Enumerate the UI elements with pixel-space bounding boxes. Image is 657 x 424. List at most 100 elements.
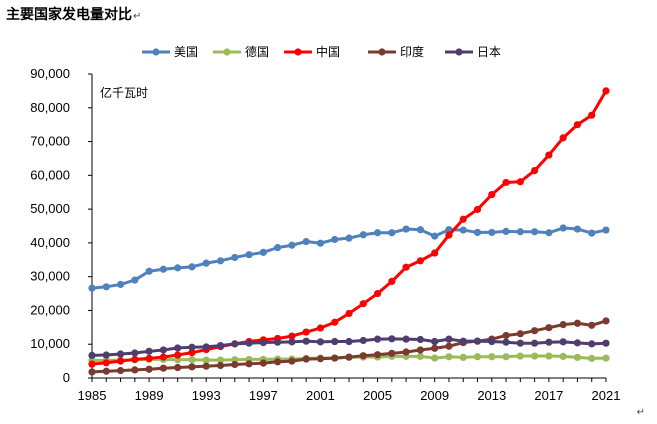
data-point: [373, 335, 382, 343]
data-point: [116, 366, 125, 375]
data-point: [602, 226, 610, 234]
legend-item: 日本: [445, 45, 501, 59]
data-point: [373, 229, 382, 237]
y-tick-label: 60,000: [30, 167, 70, 182]
data-point: [331, 337, 339, 346]
data-point: [288, 357, 296, 365]
x-tick-label: 1989: [135, 388, 164, 403]
end-paragraph-mark: ↵: [636, 407, 645, 418]
data-point: [131, 276, 139, 284]
data-point: [502, 338, 510, 346]
data-point: [416, 346, 424, 354]
series-line: [91, 319, 607, 374]
legend-swatch-marker: [223, 48, 231, 56]
data-point: [416, 226, 424, 234]
data-point: [402, 225, 410, 233]
data-point: [545, 338, 553, 346]
data-point: [288, 241, 296, 249]
data-point: [531, 327, 539, 335]
data-point: [102, 283, 110, 291]
data-point: [545, 151, 553, 159]
data-point: [202, 259, 210, 267]
data-point: [274, 358, 282, 366]
data-point: [531, 352, 539, 360]
x-tick-label: 2021: [592, 388, 621, 403]
data-point: [545, 352, 553, 360]
data-point: [202, 356, 210, 364]
data-point: [231, 340, 239, 348]
y-unit-label: 亿千瓦时: [100, 85, 148, 100]
data-point: [488, 190, 496, 199]
data-point: [488, 228, 496, 237]
data-point: [459, 215, 467, 223]
x-tick-label: 1985: [78, 388, 107, 403]
paragraph-mark: ↵: [133, 11, 142, 22]
legend-label: 印度: [400, 44, 424, 59]
data-point: [302, 337, 310, 345]
data-point: [459, 353, 467, 361]
data-point: [216, 257, 225, 265]
data-point: [302, 328, 310, 336]
data-point: [216, 341, 225, 350]
chart-legend: 美国 德国 中国 印度 日本: [142, 44, 501, 59]
x-tick-label: 1997: [249, 388, 278, 403]
y-tick-label: 30,000: [30, 269, 70, 284]
data-point: [345, 234, 353, 242]
data-point: [159, 265, 167, 273]
data-point: [174, 363, 182, 372]
data-point: [288, 338, 296, 346]
data-point: [259, 338, 267, 347]
data-point: [159, 346, 167, 354]
data-point: [431, 249, 439, 257]
series-3: [88, 317, 610, 376]
data-point: [402, 335, 410, 343]
data-point: [459, 337, 467, 345]
data-point: [531, 228, 539, 236]
data-point: [473, 337, 482, 345]
data-point: [516, 178, 524, 186]
data-point: [516, 352, 524, 360]
chart-axes: 0 10,000 20,000 30,000 40,000 50,000 60,000 70,…: [30, 66, 620, 403]
data-point: [602, 317, 610, 325]
data-point: [531, 339, 539, 347]
data-point: [131, 349, 139, 357]
y-tick-label: 20,000: [30, 302, 70, 317]
data-point: [431, 354, 439, 362]
data-point: [216, 361, 225, 370]
data-point: [416, 335, 424, 344]
data-point: [216, 356, 225, 364]
legend-item: 德国: [213, 44, 269, 59]
data-point: [359, 231, 367, 239]
data-point: [431, 337, 439, 346]
series-4: [88, 335, 610, 359]
data-point: [602, 339, 610, 347]
data-point: [202, 343, 210, 351]
legend-item: 美国: [142, 45, 198, 59]
legend-label: 中国: [316, 44, 340, 59]
data-point: [602, 354, 610, 362]
data-point: [473, 353, 482, 361]
data-point: [588, 340, 596, 348]
data-point: [345, 353, 353, 361]
data-point: [588, 229, 596, 237]
x-tick-label: 2001: [306, 388, 335, 403]
data-point: [373, 351, 382, 359]
data-point: [359, 336, 367, 345]
data-point: [573, 121, 582, 129]
data-point: [231, 253, 239, 262]
data-point: [388, 349, 396, 357]
data-point: [302, 237, 310, 246]
data-point: [188, 363, 196, 371]
data-point: [331, 235, 339, 244]
data-point: [102, 351, 110, 359]
legend-label: 美国: [174, 45, 198, 59]
data-point: [259, 359, 267, 367]
data-point: [588, 354, 596, 363]
data-point: [145, 365, 153, 373]
data-point: [573, 353, 582, 361]
data-point: [145, 354, 153, 363]
data-point: [316, 338, 325, 346]
data-point: [502, 227, 510, 236]
x-tick-label: 1993: [192, 388, 221, 403]
x-tick-label: 2009: [420, 388, 449, 403]
